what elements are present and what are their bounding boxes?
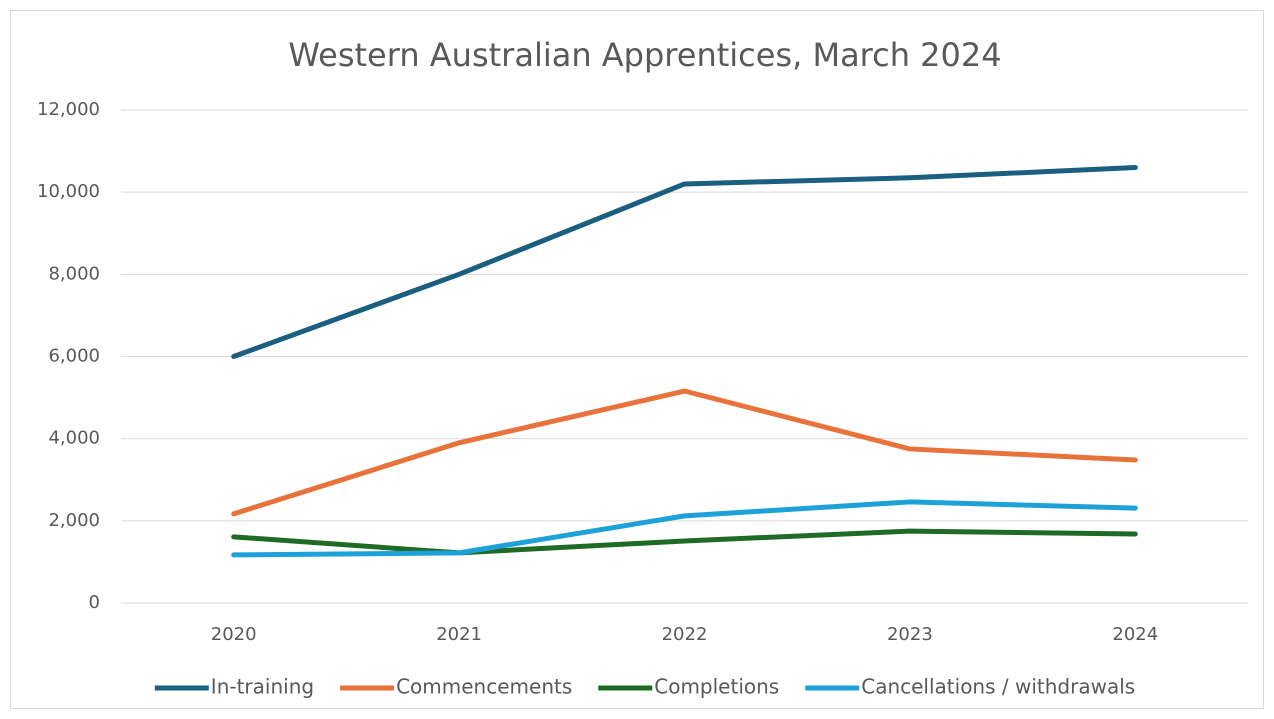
y-tick-label: 8,000 [48,263,100,284]
x-tick-label: 2024 [1112,624,1158,645]
x-tick-label: 2021 [436,624,482,645]
chart-title: Western Australian Apprentices, March 20… [288,36,1001,74]
legend-label: Commencements [396,675,572,699]
x-tick-label: 2022 [662,624,708,645]
legend-label: In-training [211,675,314,699]
y-tick-label: 10,000 [37,181,100,202]
y-tick-label: 12,000 [37,99,100,120]
legend-label: Completions [654,675,779,699]
x-tick-label: 2023 [887,624,933,645]
legend-label: Cancellations / withdrawals [861,675,1135,699]
y-tick-label: 4,000 [48,428,100,449]
x-tick-label: 2020 [211,624,257,645]
series-line [231,499,1138,558]
y-tick-label: 6,000 [48,346,100,367]
y-tick-label: 0 [89,592,100,613]
series-line [231,165,1138,359]
series-line [231,528,1138,556]
chart-border [10,10,1264,709]
series-line [231,388,1138,517]
y-tick-label: 2,000 [48,510,100,531]
